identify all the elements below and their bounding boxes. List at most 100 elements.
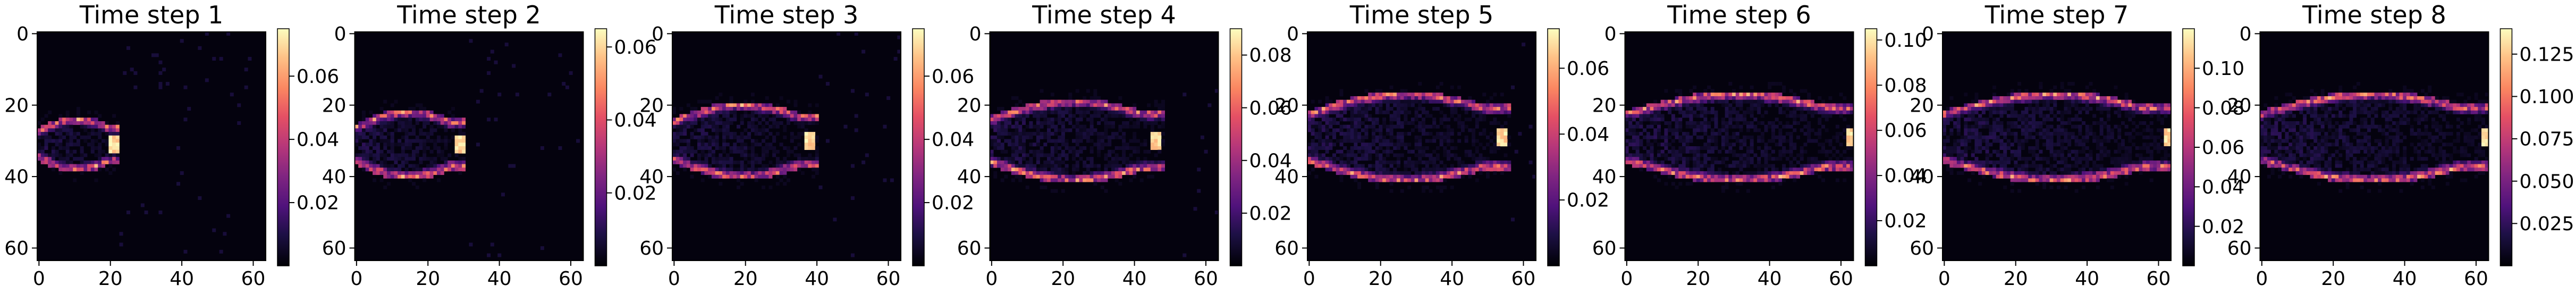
heatmap-cell — [1361, 157, 1365, 161]
heatmap-cell — [1625, 128, 1629, 132]
heatmap-cell — [2082, 121, 2085, 125]
heatmap-cell — [1996, 128, 2000, 132]
heatmap-cell — [1390, 164, 1393, 168]
heatmap-cell — [405, 175, 409, 179]
heatmap-cell — [416, 103, 419, 107]
heatmap-cell — [2060, 139, 2064, 143]
heatmap-cell — [2110, 96, 2114, 100]
heatmap-cell — [373, 114, 376, 118]
heatmap-cell — [1832, 136, 1836, 139]
heatmap-cell — [1314, 161, 1318, 164]
heatmap-cell — [997, 142, 1001, 146]
heatmap-cell — [719, 164, 722, 168]
heatmap-cell — [1390, 93, 1393, 96]
heatmap-cell — [1653, 167, 1657, 171]
heatmap-cell — [430, 161, 434, 164]
heatmap-cell — [1946, 121, 1950, 125]
heatmap-cell — [1026, 164, 1029, 168]
heatmap-cell — [1782, 178, 1786, 182]
heatmap-cell — [2157, 142, 2160, 146]
heatmap-cell — [1026, 136, 1029, 139]
heatmap-cell — [1372, 118, 1375, 121]
heatmap-cell — [2057, 132, 2060, 136]
heatmap-cell — [2046, 132, 2050, 136]
heatmap-cell — [1739, 139, 1743, 143]
heatmap-cell — [37, 153, 41, 157]
heatmap-cell — [2060, 118, 2064, 121]
heatmap-cell — [151, 53, 155, 57]
heatmap-cell — [1365, 107, 1369, 111]
heatmap-cell — [2107, 96, 2110, 100]
heatmap-cell — [1793, 93, 1796, 96]
heatmap-cell — [1372, 139, 1375, 143]
heatmap-cell — [419, 142, 423, 146]
heatmap-cell — [116, 132, 120, 136]
heatmap-cell — [1101, 132, 1104, 136]
heatmap-cell — [1454, 146, 1457, 150]
heatmap-cell — [1079, 136, 1083, 139]
heatmap-cell — [1811, 103, 1814, 107]
heatmap-cell — [708, 118, 712, 121]
heatmap-cell — [1372, 175, 1375, 179]
heatmap-cell — [398, 175, 401, 179]
heatmap-cell — [1721, 100, 1725, 104]
heatmap-cell — [1497, 111, 1500, 114]
heatmap-cell — [1140, 161, 1144, 164]
heatmap-cell — [1183, 93, 1186, 96]
heatmap-cell — [787, 178, 790, 182]
heatmap-cell — [812, 167, 815, 171]
heatmap-cell — [1047, 171, 1051, 175]
heatmap-cell — [793, 100, 797, 104]
heatmap-cell — [1065, 178, 1069, 182]
heatmap-cell — [697, 114, 701, 118]
heatmap-cell — [704, 111, 708, 114]
heatmap-cell — [1029, 167, 1033, 171]
heatmap-cell — [1768, 100, 1771, 104]
heatmap-cell — [1493, 167, 1497, 171]
heatmap-cell — [1721, 189, 1725, 193]
heatmap-cell — [1361, 128, 1365, 132]
heatmap-cell — [776, 107, 780, 111]
heatmap-cell — [1314, 132, 1318, 136]
heatmap-cell — [1703, 175, 1707, 179]
heatmap-cell — [690, 118, 694, 121]
heatmap-cell — [747, 171, 751, 175]
heatmap-cell — [1126, 167, 1129, 171]
heatmap-cell — [1678, 167, 1682, 171]
heatmap-cell — [851, 254, 855, 257]
heatmap-cell — [1821, 114, 1825, 118]
heatmap-cell — [1115, 146, 1119, 150]
heatmap-cell — [98, 114, 102, 118]
heatmap-cell — [55, 132, 59, 136]
heatmap-cell — [2082, 136, 2085, 139]
heatmap-cell — [1793, 146, 1796, 150]
heatmap-cell — [1803, 114, 1807, 118]
heatmap-cell — [1668, 164, 1671, 168]
heatmap-cell — [1307, 111, 1311, 114]
colorbar-tick-label: 0.02 — [297, 192, 339, 214]
heatmap-cell — [1461, 128, 1465, 132]
heatmap-cell — [768, 118, 772, 121]
heatmap-cell — [737, 186, 740, 189]
heatmap-cell — [1033, 132, 1036, 136]
heatmap-cell — [1008, 125, 1011, 129]
heatmap-cell — [1632, 107, 1636, 111]
heatmap-cell — [2121, 142, 2125, 146]
heatmap-cell — [1825, 164, 1829, 168]
heatmap-cell — [441, 114, 444, 118]
heatmap-cell — [362, 157, 366, 161]
heatmap-cell — [462, 150, 466, 154]
heatmap-cell — [80, 171, 84, 175]
heatmap-cell — [355, 153, 359, 157]
heatmap-cell — [783, 136, 787, 139]
heatmap-cell — [2053, 86, 2057, 89]
heatmap-cell — [2032, 146, 2036, 150]
y-tick-label: 20 — [957, 95, 982, 116]
heatmap-cell — [1793, 111, 1796, 114]
heatmap-cell — [1386, 139, 1390, 143]
heatmap-cell — [1343, 167, 1347, 171]
heatmap-cell — [1828, 150, 1832, 154]
heatmap-cell — [704, 121, 708, 125]
heatmap-cell — [997, 132, 1001, 136]
heatmap-cell — [2007, 107, 2011, 111]
